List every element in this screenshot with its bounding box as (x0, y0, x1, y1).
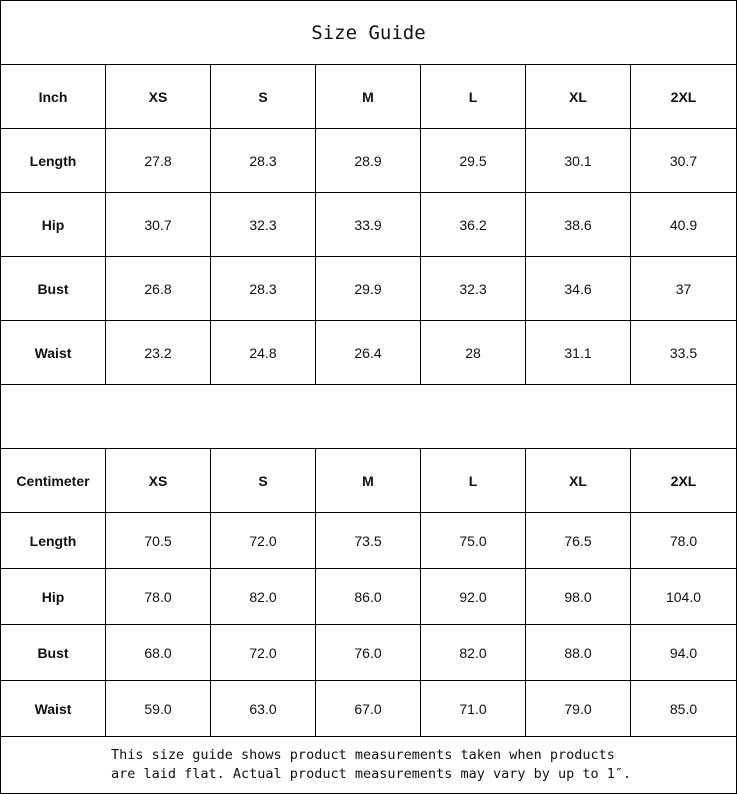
measurement-value: 88.0 (525, 624, 631, 681)
measurement-value: 36.2 (420, 192, 526, 257)
measurement-value: 78.0 (105, 568, 211, 625)
measurement-value: 104.0 (630, 568, 737, 625)
measurement-value: 38.6 (525, 192, 631, 257)
measurement-label: Length (0, 128, 106, 193)
size-header: S (210, 64, 316, 129)
measurement-value: 79.0 (525, 680, 631, 737)
measurement-value: 73.5 (315, 512, 421, 569)
measurement-value: 94.0 (630, 624, 737, 681)
size-header: 2XL (630, 64, 737, 129)
size-header: XL (525, 448, 631, 513)
measurement-value: 28.3 (210, 128, 316, 193)
measurement-value: 86.0 (315, 568, 421, 625)
measurement-value: 72.0 (210, 512, 316, 569)
size-header: XS (105, 448, 211, 513)
measurement-value: 32.3 (210, 192, 316, 257)
size-header: 2XL (630, 448, 737, 513)
measurement-value: 68.0 (105, 624, 211, 681)
note-line-1: This size guide shows product measuremen… (111, 747, 615, 763)
measurement-value: 30.1 (525, 128, 631, 193)
measurement-value: 33.5 (630, 320, 737, 385)
measurement-value: 37 (630, 256, 737, 321)
measurement-value: 71.0 (420, 680, 526, 737)
measurement-value: 67.0 (315, 680, 421, 737)
page-title: Size Guide (0, 0, 737, 65)
size-note: This size guide shows product measuremen… (0, 736, 737, 794)
measurement-value: 26.8 (105, 256, 211, 321)
size-header: L (420, 448, 526, 513)
measurement-value: 23.2 (105, 320, 211, 385)
measurement-value: 82.0 (210, 568, 316, 625)
size-header: M (315, 64, 421, 129)
measurement-value: 30.7 (105, 192, 211, 257)
size-header: M (315, 448, 421, 513)
measurement-value: 26.4 (315, 320, 421, 385)
cm-header-row: Centimeter XS S M L XL 2XL (0, 448, 737, 513)
measurement-value: 63.0 (210, 680, 316, 737)
table-row: Bust 68.0 72.0 76.0 82.0 88.0 94.0 (0, 624, 737, 681)
measurement-label: Length (0, 512, 106, 569)
table-row: Hip 30.7 32.3 33.9 36.2 38.6 40.9 (0, 192, 737, 257)
measurement-label: Waist (0, 680, 106, 737)
table-row: Length 70.5 72.0 73.5 75.0 76.5 78.0 (0, 512, 737, 569)
table-row: Length 27.8 28.3 28.9 29.5 30.1 30.7 (0, 128, 737, 193)
inch-unit-label: Inch (0, 64, 106, 129)
measurement-value: 70.5 (105, 512, 211, 569)
size-header: L (420, 64, 526, 129)
size-header: XS (105, 64, 211, 129)
measurement-label: Waist (0, 320, 106, 385)
measurement-value: 28.9 (315, 128, 421, 193)
measurement-label: Hip (0, 192, 106, 257)
measurement-value: 34.6 (525, 256, 631, 321)
measurement-value: 98.0 (525, 568, 631, 625)
measurement-value: 29.9 (315, 256, 421, 321)
measurement-value: 32.3 (420, 256, 526, 321)
spacer-row (0, 384, 737, 449)
measurement-value: 59.0 (105, 680, 211, 737)
table-row: Waist 59.0 63.0 67.0 71.0 79.0 85.0 (0, 680, 737, 737)
measurement-label: Bust (0, 256, 106, 321)
table-row: Waist 23.2 24.8 26.4 28 31.1 33.5 (0, 320, 737, 385)
inch-header-row: Inch XS S M L XL 2XL (0, 64, 737, 129)
measurement-value: 28 (420, 320, 526, 385)
note-line-2: are laid flat. Actual product measuremen… (111, 766, 632, 782)
table-row: Hip 78.0 82.0 86.0 92.0 98.0 104.0 (0, 568, 737, 625)
cm-unit-label: Centimeter (0, 448, 106, 513)
measurement-value: 76.0 (315, 624, 421, 681)
measurement-value: 78.0 (630, 512, 737, 569)
measurement-value: 31.1 (525, 320, 631, 385)
measurement-value: 92.0 (420, 568, 526, 625)
measurement-value: 33.9 (315, 192, 421, 257)
measurement-value: 82.0 (420, 624, 526, 681)
measurement-value: 28.3 (210, 256, 316, 321)
measurement-label: Hip (0, 568, 106, 625)
measurement-value: 30.7 (630, 128, 737, 193)
measurement-value: 24.8 (210, 320, 316, 385)
measurement-value: 85.0 (630, 680, 737, 737)
measurement-value: 29.5 (420, 128, 526, 193)
size-header: S (210, 448, 316, 513)
measurement-label: Bust (0, 624, 106, 681)
size-header: XL (525, 64, 631, 129)
measurement-value: 27.8 (105, 128, 211, 193)
measurement-value: 76.5 (525, 512, 631, 569)
measurement-value: 75.0 (420, 512, 526, 569)
measurement-value: 72.0 (210, 624, 316, 681)
measurement-value: 40.9 (630, 192, 737, 257)
table-row: Bust 26.8 28.3 29.9 32.3 34.6 37 (0, 256, 737, 321)
